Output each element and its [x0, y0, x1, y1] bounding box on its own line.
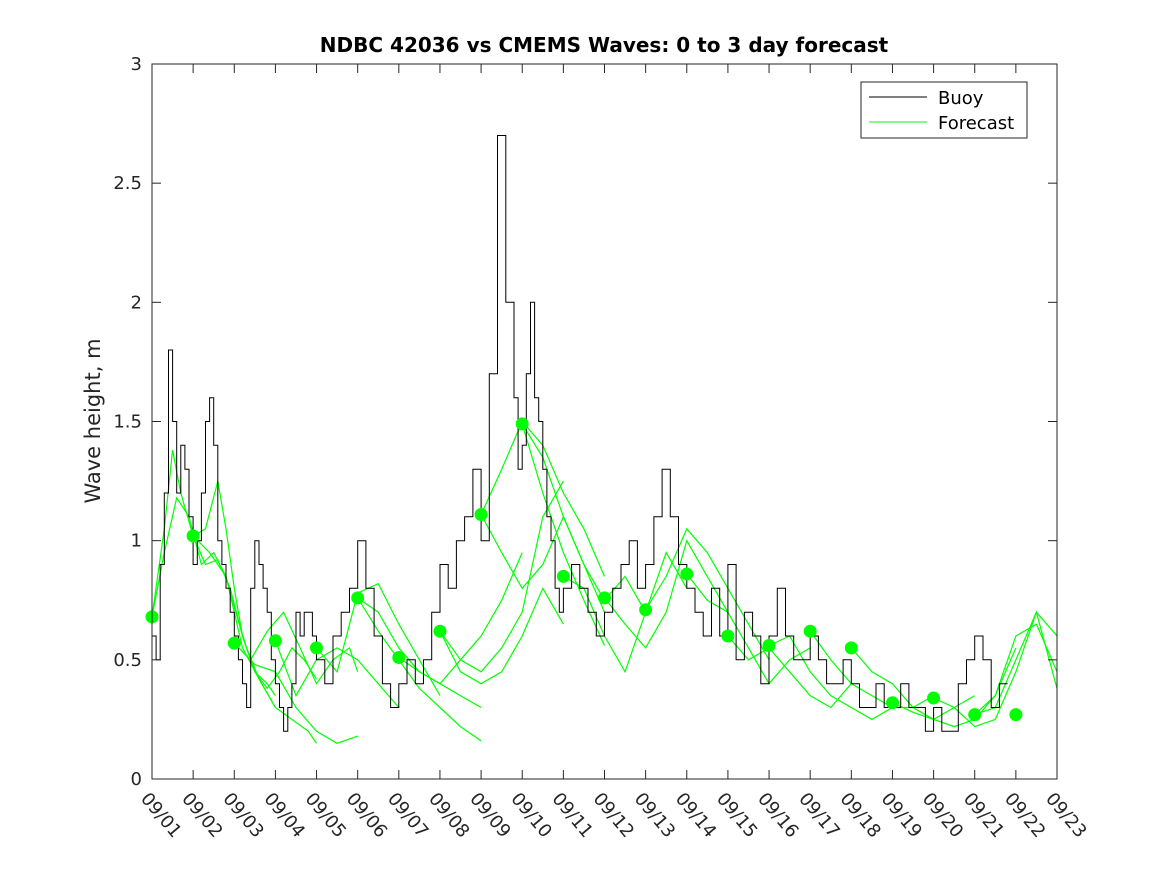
forecast-run-line-20 — [686, 573, 811, 685]
forecast-run-line-5 — [233, 642, 358, 744]
forecast-point-12 — [639, 603, 653, 617]
x-tick-label-17: 09/18 — [835, 789, 884, 842]
x-tick-label-20: 09/21 — [959, 789, 1008, 842]
x-tick-label-11: 09/12 — [589, 789, 638, 842]
x-tick-label-8: 09/09 — [465, 789, 514, 842]
forecast-run-line-15 — [521, 423, 647, 613]
x-tick-label-3: 09/04 — [260, 789, 309, 842]
x-tick-label-12: 09/13 — [630, 789, 679, 842]
y-tick-label-0: 0 — [131, 769, 142, 790]
x-tick-label-0: 09/01 — [136, 789, 185, 842]
legend-buoy-label: Buoy — [938, 88, 984, 109]
x-tick-label-1: 09/02 — [177, 789, 226, 842]
forecast-point-16 — [803, 624, 817, 638]
forecast-point-2 — [227, 636, 241, 650]
x-tick-label-4: 09/05 — [301, 789, 350, 842]
legend-box — [860, 81, 1028, 139]
forecast-point-14 — [721, 629, 735, 643]
forecast-run-line-27 — [974, 623, 1058, 716]
x-tick-label-6: 09/07 — [383, 789, 432, 842]
x-tick-label-21: 09/22 — [1000, 789, 1049, 842]
forecast-point-6 — [392, 651, 406, 664]
y-tick-label-4: 2 — [131, 292, 142, 313]
forecast-point-17 — [844, 641, 858, 655]
forecast-point-13 — [680, 567, 694, 581]
chart-title: NDBC 42036 vs CMEMS Waves: 0 to 3 day fo… — [320, 33, 889, 57]
forecast-point-18 — [886, 696, 899, 710]
forecast-point-20 — [968, 708, 982, 722]
legend: Buoy Forecast — [860, 81, 1028, 139]
forecast-point-19 — [927, 691, 941, 705]
x-tick-label-5: 09/06 — [342, 789, 391, 842]
forecast-point-5 — [351, 591, 365, 605]
y-tick-label-3: 1.5 — [113, 412, 142, 433]
legend-forecast-label: Forecast — [938, 113, 1014, 134]
forecast-point-3 — [268, 634, 282, 648]
y-tick-label-2: 1 — [131, 531, 142, 552]
x-tick-label-13: 09/14 — [671, 789, 720, 842]
forecast-run-line-11 — [439, 480, 564, 673]
forecast-point-10 — [556, 569, 570, 583]
x-tick-label-22: 09/23 — [1041, 789, 1090, 842]
forecast-run-line-0 — [151, 449, 276, 696]
x-tick-label-7: 09/08 — [424, 789, 473, 842]
x-tick-label-15: 09/16 — [753, 789, 802, 842]
y-tick-label-6: 3 — [131, 54, 142, 75]
y-axis-label: Wave height, m — [81, 338, 105, 503]
forecast-run-line-28 — [974, 610, 1058, 716]
x-tick-label-9: 09/10 — [506, 789, 555, 842]
forecast-run-line-6 — [274, 640, 400, 708]
plot-area-frame — [151, 63, 1058, 780]
x-tick-label-16: 09/17 — [794, 789, 843, 842]
forecast-point-1 — [186, 529, 200, 543]
forecast-point-15 — [762, 639, 776, 652]
forecast-run-line-9 — [357, 597, 482, 742]
forecast-run-line-12 — [439, 586, 564, 685]
x-tick-label-2: 09/03 — [218, 789, 267, 842]
x-tick-label-14: 09/15 — [712, 789, 761, 842]
forecast-run-line-16 — [521, 423, 606, 646]
forecast-run-line-21 — [727, 635, 852, 709]
forecast-run-line-14 — [480, 514, 606, 613]
x-tick-label-18: 09/19 — [877, 789, 926, 842]
y-tick-label-1: 0.5 — [113, 650, 142, 671]
plot-series-group — [145, 135, 1058, 744]
forecast-run-line-19 — [645, 527, 770, 661]
forecast-run-line-8 — [357, 597, 482, 709]
forecast-point-9 — [515, 417, 529, 431]
forecast-point-4 — [310, 641, 323, 655]
y-tick-label-5: 2.5 — [113, 173, 142, 194]
forecast-run-line-3 — [192, 535, 317, 744]
forecast-point-21 — [1009, 708, 1023, 722]
axes-group: 00.511.522.5309/0109/0209/0309/0409/0509… — [113, 54, 1090, 842]
forecast-point-7 — [433, 624, 447, 638]
forecast-point-8 — [474, 508, 488, 521]
forecast-run-line-23 — [809, 630, 934, 709]
forecast-run-line-7 — [316, 582, 441, 696]
x-tick-label-10: 09/11 — [548, 789, 597, 842]
forecast-point-11 — [598, 591, 611, 605]
forecast-run-line-18 — [604, 539, 729, 649]
x-tick-label-19: 09/20 — [918, 789, 967, 842]
forecast-run-line-10 — [398, 552, 523, 685]
